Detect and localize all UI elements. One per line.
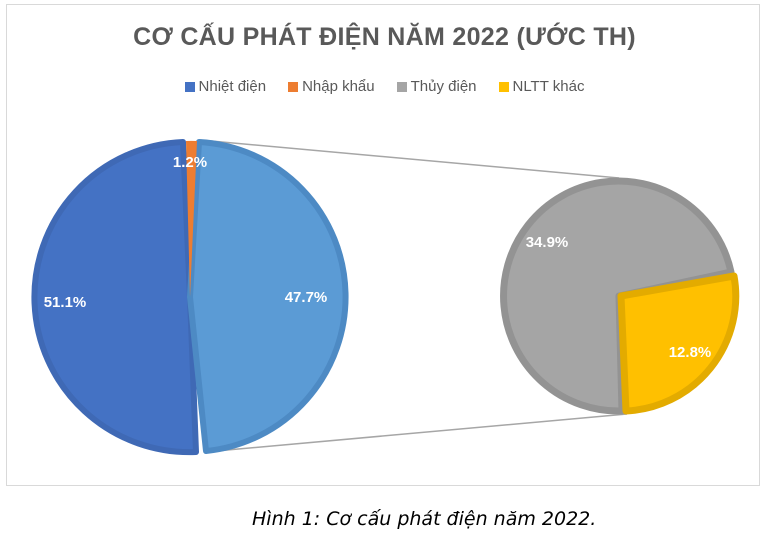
- label-thuy-dien: 34.9%: [526, 234, 569, 251]
- slice-nhap-khau: [186, 140, 197, 297]
- label-other: 47.7%: [285, 289, 328, 306]
- legend-swatch: [498, 81, 509, 92]
- label-nhap-khau: 1.2%: [173, 154, 207, 171]
- legend-label: Nhiệt điện: [198, 78, 267, 95]
- slice-nltt-khac: [617, 272, 740, 415]
- main-pie: [31, 139, 349, 456]
- legend-swatch: [184, 81, 195, 92]
- legend-label: Thủy điện: [410, 78, 477, 95]
- slice-other: [187, 139, 349, 454]
- label-nhiet-dien: 51.1%: [44, 294, 87, 311]
- legend-swatch: [396, 81, 407, 92]
- legend-item-nhiet-dien: Nhiệt điện: [184, 78, 267, 95]
- connector-line-top: [199, 139, 620, 179]
- secondary-pie: [500, 177, 740, 415]
- chart-title: CƠ CẤU PHÁT ĐIỆN NĂM 2022 (ƯỚC TH): [133, 23, 636, 51]
- slice-nhiet-dien: [31, 139, 199, 456]
- legend-item-thuy-dien: Thủy điện: [396, 78, 477, 95]
- slice-thuy-dien: [500, 177, 735, 415]
- connector-line-bottom: [204, 413, 628, 453]
- legend-item-nltt-khac: NLTT khác: [498, 78, 585, 95]
- label-nltt-khac: 12.8%: [669, 344, 712, 361]
- legend-swatch: [288, 81, 299, 92]
- legend: Nhiệt điện Nhập khẩu Thủy điện NLTT khác: [0, 78, 769, 95]
- figure-caption: Hình 1: Cơ cấu phát điện năm 2022.: [252, 508, 597, 530]
- legend-item-nhap-khau: Nhập khẩu: [288, 78, 375, 95]
- legend-label: NLTT khác: [512, 78, 585, 95]
- legend-label: Nhập khẩu: [302, 78, 375, 95]
